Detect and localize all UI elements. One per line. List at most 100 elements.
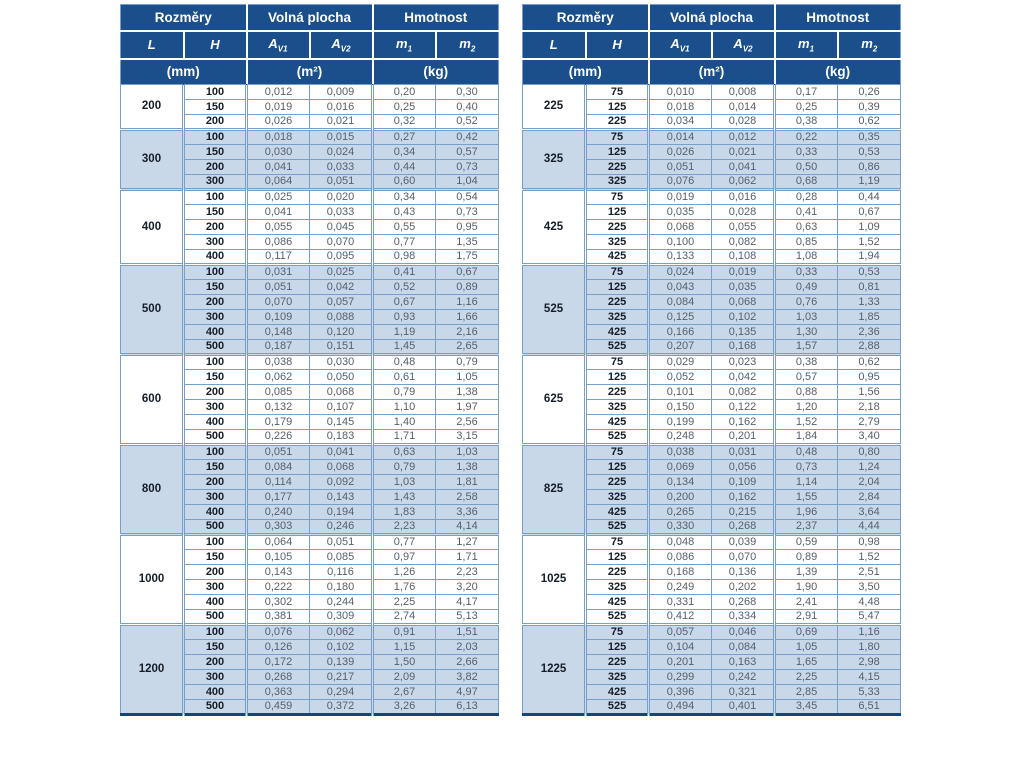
header-free-area: Volná plocha [648, 4, 776, 32]
dimension-H-cell: 75 [585, 263, 650, 280]
dimension-H-cell: 125 [585, 279, 650, 295]
subscript-V1: V1 [679, 44, 690, 54]
mass-m1-cell: 2,74 [371, 609, 437, 625]
area-Av1-cell: 0,026 [647, 144, 713, 160]
dimension-H-cell: 125 [585, 549, 650, 565]
dimension-H-cell: 125 [585, 99, 650, 115]
area-Av1-cell: 0,168 [647, 564, 713, 580]
area-Av1-cell: 0,019 [245, 99, 310, 115]
area-Av1-cell: 0,331 [647, 594, 713, 610]
mass-m1-cell: 1,03 [371, 474, 437, 490]
mass-m1-cell: 0,34 [371, 144, 437, 160]
area-Av2-cell: 0,246 [308, 519, 374, 535]
mass-m1-cell: 3,45 [773, 699, 839, 715]
mass-m1-cell: 3,26 [371, 699, 437, 715]
mass-m1-cell: 0,67 [371, 294, 437, 310]
table-row: 125 0,026 0,021 0,33 0,53 [523, 144, 902, 160]
unit-header-row: (mm) (m²) (kg) [522, 58, 901, 85]
mass-m1-cell: 1,76 [371, 579, 437, 595]
mass-m2-cell: 0,98 [837, 533, 902, 550]
mass-m2-cell: 0,44 [837, 188, 902, 205]
area-Av1-cell: 0,076 [245, 623, 310, 640]
table-row: 500 0,303 0,246 2,23 4,14 [121, 519, 500, 535]
dimension-H-cell: 325 [585, 174, 650, 190]
dimension-H-cell: 225 [585, 474, 650, 490]
dimension-L-cell: 400 [120, 188, 185, 265]
area-Av2-cell: 0,401 [711, 699, 776, 715]
mass-m1-cell: 0,97 [371, 549, 437, 565]
col-header-H: H [585, 30, 650, 60]
mass-m1-cell: 0,17 [773, 84, 839, 100]
mass-m2-cell: 1,71 [435, 549, 500, 565]
mass-m1-cell: 1,52 [773, 414, 839, 430]
dimension-H-cell: 150 [183, 459, 247, 475]
dimension-L-cell: 225 [522, 84, 588, 130]
mass-m1-cell: 0,50 [773, 159, 839, 175]
mass-m2-cell: 0,62 [837, 114, 902, 130]
area-Av1-cell: 0,064 [245, 174, 310, 190]
symbol-header-row: L H AV1 AV2 m1 m2 [120, 30, 499, 60]
mass-m1-cell: 1,03 [773, 309, 839, 325]
mass-m1-cell: 0,22 [773, 128, 839, 145]
area-Av2-cell: 0,092 [308, 474, 374, 490]
mass-m1-cell: 2,25 [773, 669, 839, 685]
area-Av1-cell: 0,199 [647, 414, 713, 430]
mass-m2-cell: 0,86 [837, 159, 902, 175]
table-row: 125 0,069 0,056 0,73 1,24 [523, 459, 902, 475]
mass-m2-cell: 0,62 [837, 353, 902, 370]
mass-m2-cell: 1,03 [435, 443, 500, 460]
area-Av1-cell: 0,101 [647, 384, 713, 400]
mass-m2-cell: 3,15 [435, 429, 500, 445]
mass-m2-cell: 1,56 [837, 384, 902, 400]
subscript-V1: V1 [277, 44, 288, 54]
dimension-H-cell: 400 [183, 414, 247, 430]
table-row: 150 0,041 0,033 0,43 0,73 [121, 204, 500, 220]
area-Av1-cell: 0,299 [647, 669, 713, 685]
mass-m2-cell: 2,88 [837, 339, 902, 355]
dimension-H-cell: 75 [585, 533, 650, 550]
area-Av2-cell: 0,008 [711, 84, 776, 100]
dimension-H-cell: 225 [585, 294, 650, 310]
dimension-H-cell: 225 [585, 159, 650, 175]
area-Av1-cell: 0,064 [245, 533, 310, 550]
unit-mm: (mm) [120, 58, 248, 85]
mass-m1-cell: 0,85 [773, 234, 839, 250]
table-row: 200 100 0,012 0,009 0,20 0,30 [120, 84, 500, 130]
area-Av1-cell: 0,069 [647, 459, 713, 475]
table-row: 325 75 0,014 0,012 0,22 0,35 [522, 128, 902, 190]
table-row: 125 0,043 0,035 0,49 0,81 [523, 279, 902, 295]
dimension-H-cell: 100 [183, 188, 247, 205]
symbol-H: H [210, 37, 220, 52]
area-Av1-cell: 0,043 [647, 279, 713, 295]
area-Av2-cell: 0,028 [711, 204, 776, 220]
dimension-H-cell: 325 [585, 234, 650, 250]
area-Av1-cell: 0,034 [647, 114, 713, 130]
mass-m2-cell: 6,51 [837, 699, 902, 715]
group-header-row: Rozměry Volná plocha Hmotnost [120, 4, 499, 32]
area-Av2-cell: 0,168 [711, 339, 776, 355]
area-Av2-cell: 0,122 [711, 399, 776, 415]
dimension-H-cell: 400 [183, 249, 247, 265]
dimension-H-cell: 225 [585, 219, 650, 235]
col-header-Av2: AV2 [309, 30, 374, 60]
table-row: 125 0,086 0,070 0,89 1,52 [523, 549, 902, 565]
table-row: 300 0,064 0,051 0,60 1,04 [121, 174, 500, 190]
area-Av1-cell: 0,062 [245, 369, 310, 385]
dimension-H-cell: 100 [183, 353, 247, 370]
area-Av2-cell: 0,028 [711, 114, 776, 130]
mass-m2-cell: 0,52 [435, 114, 500, 130]
mass-m1-cell: 0,44 [371, 159, 437, 175]
dimension-H-cell: 225 [585, 564, 650, 580]
mass-m1-cell: 0,61 [371, 369, 437, 385]
mass-m1-cell: 0,77 [371, 234, 437, 250]
dimension-L-cell: 825 [522, 443, 588, 535]
mass-m2-cell: 2,66 [435, 654, 500, 670]
dimension-H-cell: 200 [183, 114, 247, 130]
area-Av2-cell: 0,070 [711, 549, 776, 565]
area-Av2-cell: 0,294 [308, 684, 374, 700]
mass-m2-cell: 3,82 [435, 669, 500, 685]
dimension-H-cell: 300 [183, 309, 247, 325]
mass-m2-cell: 2,56 [435, 414, 500, 430]
mass-m1-cell: 0,38 [773, 114, 839, 130]
